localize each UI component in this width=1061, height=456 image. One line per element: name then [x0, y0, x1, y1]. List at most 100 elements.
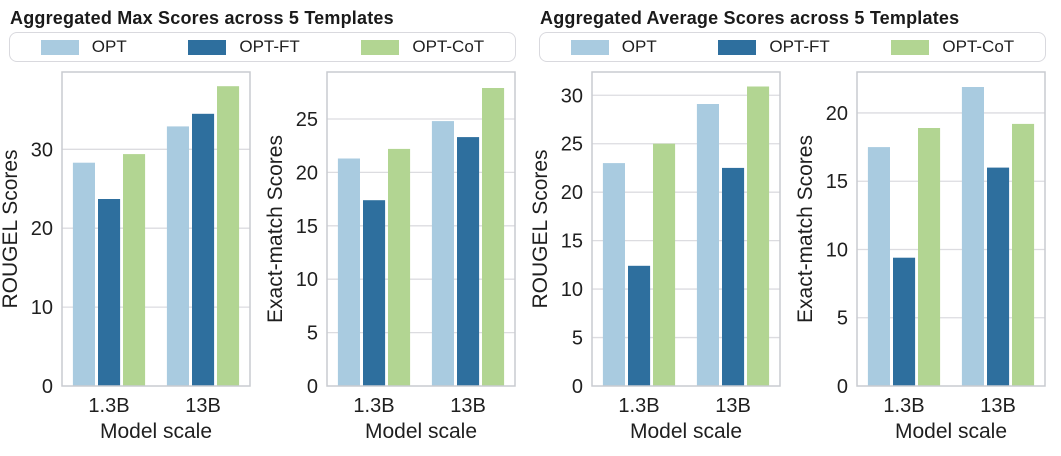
plot-border [591, 71, 781, 387]
x-tick-label: 13B [715, 395, 751, 417]
y-tick-label: 20 [296, 162, 318, 184]
legend-label-opt: OPT [91, 37, 127, 56]
y-tick-label: 15 [561, 231, 583, 253]
bar-OPT-FT-13B [987, 167, 1010, 386]
y-tick-label: 10 [826, 239, 848, 261]
charts-row-average: 0 5 10 15 20 25 30 1.3B 13B Model scale ROUGEL Sco… [530, 64, 1060, 456]
x-axis-label: Model scale [100, 420, 212, 443]
bar-OPT-1.3B [602, 163, 625, 386]
bar-OPT-1.3B [72, 162, 95, 386]
y-tick-label: 5 [837, 308, 848, 330]
x-tick-label: 1.3B [883, 395, 924, 417]
y-tick-label: 0 [307, 376, 318, 398]
y-tick-label: 20 [826, 103, 848, 125]
y-tick-label: 0 [837, 376, 848, 398]
charts-row-max: 0 10 20 30 1.3B 13B Model scale ROUGEL Scores 0… [0, 64, 530, 456]
y-tick-label: 10 [561, 279, 583, 301]
figure-title-max: Aggregated Max Scores across 5 Templates [10, 8, 394, 28]
legend-swatch-opt [570, 39, 609, 55]
legend-item-opt-ft: OPT-FT [718, 37, 830, 57]
legend-label-opt-ft: OPT-FT [239, 37, 300, 56]
x-axis-label: Model scale [895, 420, 1007, 443]
bar-OPT-FT-13B [457, 137, 480, 386]
legend-label-opt-cot: OPT-CoT [942, 37, 1015, 56]
bar-OPT-CoT-13B [217, 86, 240, 386]
bar-OPT-CoT-1.3B [653, 143, 676, 386]
plot-border [856, 71, 1046, 387]
bar-chart-canvas: 0 5 10 15 20 25 30 1.3B 13B Model scale ROUGEL Sco… [530, 71, 781, 443]
max-rougel-chart: 0 10 20 30 1.3B 13B Model scale ROUGEL Scores [0, 64, 265, 456]
legend-item-opt-cot: OPT-CoT [361, 37, 484, 57]
bar-OPT-CoT-13B [482, 88, 505, 386]
bar-OPT-13B [961, 87, 984, 386]
x-tick-label: 13B [980, 395, 1016, 417]
legend-item-opt-ft: OPT-FT [188, 37, 300, 57]
bar-OPT-CoT-1.3B [388, 148, 411, 386]
figure-title-average: Aggregated Average Scores across 5 Templ… [540, 8, 960, 28]
legend-swatch-opt-cot [891, 39, 930, 55]
y-axis-label: ROUGEL Scores [0, 149, 22, 308]
bar-OPT-FT-1.3B [893, 257, 916, 386]
legend-label-opt-ft: OPT-FT [769, 37, 830, 56]
bar-OPT-FT-13B [722, 167, 745, 386]
legend-average: OPT OPT-FT OPT-CoT [539, 32, 1046, 62]
y-tick-label: 30 [561, 85, 583, 107]
x-tick-label: 1.3B [618, 395, 659, 417]
bar-chart-canvas: 0 10 20 30 1.3B 13B Model scale ROUGEL Scores [0, 71, 251, 443]
figure-max-scores: Aggregated Max Scores across 5 Templates… [0, 4, 530, 456]
avg-rougel-chart: 0 5 10 15 20 25 30 1.3B 13B Model scale ROUGEL Sco… [530, 64, 795, 456]
y-tick-label: 15 [826, 171, 848, 193]
legend-label-opt: OPT [621, 37, 657, 56]
bar-OPT-13B [166, 126, 189, 387]
y-tick-label: 0 [572, 376, 583, 398]
y-tick-label: 20 [31, 218, 53, 240]
avg-exact-match-chart: 0 5 10 15 20 1.3B 13B Model scale Exact-match Sc… [795, 64, 1060, 456]
y-tick-label: 30 [31, 139, 53, 161]
legend-item-opt: OPT [570, 37, 657, 57]
bar-OPT-FT-1.3B [628, 265, 651, 386]
y-tick-label: 0 [42, 376, 53, 398]
x-tick-label: 1.3B [353, 395, 394, 417]
plot-border [61, 71, 251, 387]
bar-OPT-FT-1.3B [98, 199, 121, 386]
legend-swatch-opt-ft [718, 39, 757, 55]
bar-OPT-CoT-13B [747, 86, 770, 386]
legend-item-opt-cot: OPT-CoT [891, 37, 1014, 57]
bar-OPT-13B [696, 104, 719, 386]
x-axis-label: Model scale [630, 420, 742, 443]
x-tick-label: 13B [450, 395, 486, 417]
y-axis-label: Exact-match Scores [795, 135, 817, 323]
x-axis-label: Model scale [365, 420, 477, 443]
max-exact-match-chart: 0 5 10 15 20 25 1.3B 13B Model scale Exact-match … [265, 64, 530, 456]
y-tick-label: 5 [572, 328, 583, 350]
bar-OPT-CoT-1.3B [123, 154, 146, 386]
y-axis-label: Exact-match Scores [265, 135, 287, 323]
y-tick-label: 20 [561, 182, 583, 204]
bar-OPT-13B [431, 121, 454, 386]
y-tick-label: 15 [296, 216, 318, 238]
bar-chart-canvas: 0 5 10 15 20 1.3B 13B Model scale Exact-match Sc… [795, 71, 1046, 443]
legend-swatch-opt-cot [361, 39, 400, 55]
bar-OPT-FT-13B [192, 113, 215, 387]
legend-max: OPT OPT-FT OPT-CoT [9, 32, 516, 62]
bar-OPT-1.3B [867, 147, 890, 386]
legend-swatch-opt [40, 39, 79, 55]
y-tick-label: 25 [561, 134, 583, 156]
legend-label-opt-cot: OPT-CoT [412, 37, 485, 56]
y-tick-label: 25 [296, 109, 318, 131]
legend-swatch-opt-ft [188, 39, 227, 55]
legend-item-opt: OPT [40, 37, 127, 57]
bar-OPT-1.3B [337, 158, 360, 386]
plot-border [326, 71, 516, 387]
figure-average-scores: Aggregated Average Scores across 5 Templ… [530, 4, 1060, 456]
y-axis-label: ROUGEL Scores [530, 149, 552, 308]
x-tick-label: 1.3B [88, 395, 129, 417]
bar-chart-canvas: 0 5 10 15 20 25 1.3B 13B Model scale Exact-match … [265, 71, 516, 443]
y-tick-label: 10 [31, 297, 53, 319]
bar-OPT-CoT-13B [1012, 123, 1035, 387]
y-tick-label: 5 [307, 323, 318, 345]
bar-OPT-CoT-1.3B [918, 128, 941, 386]
x-tick-label: 13B [185, 395, 221, 417]
bar-OPT-FT-1.3B [363, 200, 386, 386]
y-tick-label: 10 [296, 269, 318, 291]
